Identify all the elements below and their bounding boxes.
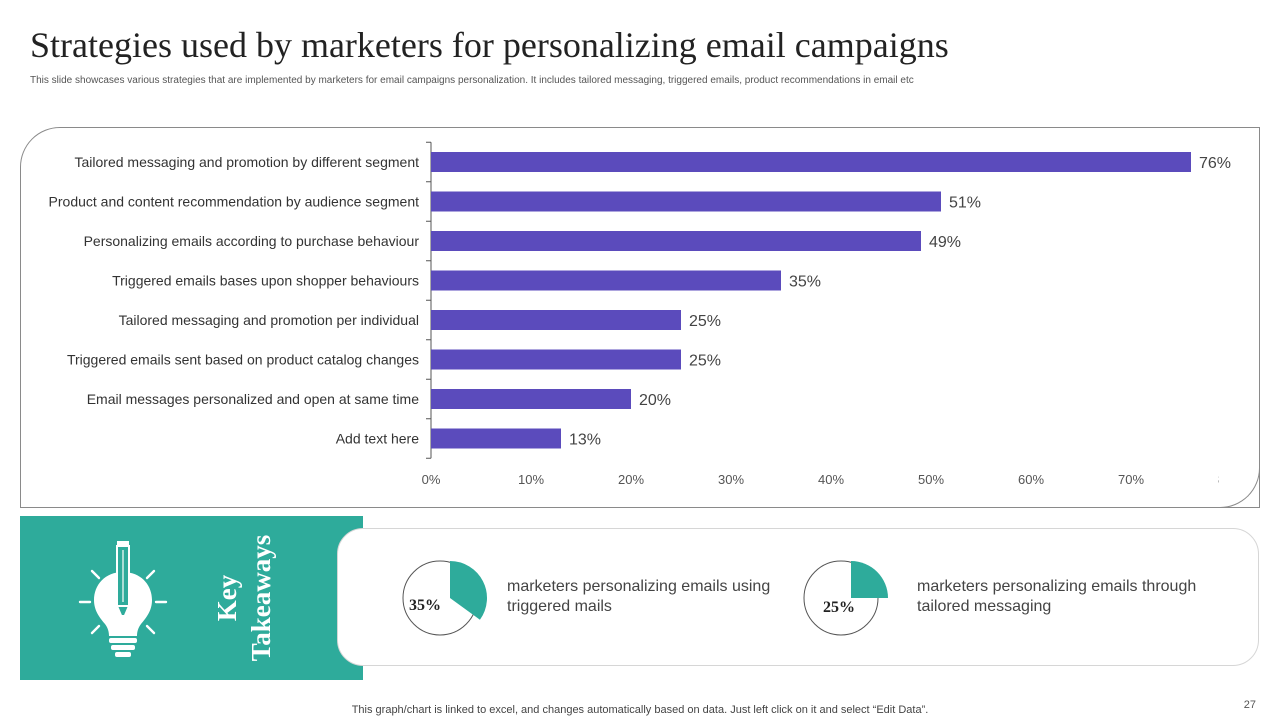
footer-note: This graph/chart is linked to excel, and… — [351, 704, 929, 716]
pie-2-slice — [851, 561, 888, 598]
x-tick-label: 20% — [618, 472, 644, 487]
data-label: 76% — [1199, 155, 1231, 172]
x-tick-label: 10% — [518, 472, 544, 487]
key-takeaways-banner — [20, 516, 363, 680]
takeaway-1-text: marketers personalizing emails using tri… — [507, 578, 771, 615]
takeaway-2-text: marketers personalizing emails through t… — [917, 578, 1197, 615]
key-takeaways-line2: Takeaways — [246, 534, 276, 662]
key-takeaways-line1: Key — [212, 574, 242, 622]
x-tick-label: 40% — [818, 472, 844, 487]
bar[interactable] — [431, 428, 561, 449]
category-label: Triggered emails bases upon shopper beha… — [112, 273, 419, 289]
pie-1-slice — [450, 561, 487, 620]
data-label: 49% — [929, 234, 961, 251]
slide-subtitle: This slide showcases various strategies … — [30, 75, 914, 86]
x-tick-label: 50% — [918, 472, 944, 487]
takeaway-pie-2 — [803, 560, 888, 636]
bar-chart[interactable]: Tailored messaging and promotion by diff… — [21, 128, 1261, 509]
bar[interactable] — [431, 270, 781, 291]
category-label: Triggered emails sent based on product c… — [67, 352, 419, 368]
category-label: Tailored messaging and promotion by diff… — [75, 154, 420, 170]
pie-1-value: 35% — [409, 597, 441, 614]
category-label: Add text here — [336, 431, 419, 447]
takeaways-panel — [337, 528, 1259, 666]
bar[interactable] — [431, 310, 681, 330]
data-label: 25% — [689, 353, 721, 370]
x-tick-label: 80% — [1218, 472, 1244, 487]
category-label: Tailored messaging and promotion per ind… — [119, 312, 419, 328]
data-label: 51% — [949, 195, 981, 212]
slide-title: Strategies used by marketers for persona… — [30, 25, 949, 65]
bar[interactable] — [431, 152, 1191, 172]
bar[interactable] — [431, 231, 921, 251]
category-label: Email messages personalized and open at … — [87, 391, 420, 407]
category-label: Personalizing emails according to purcha… — [84, 233, 420, 249]
bar[interactable] — [431, 389, 631, 409]
takeaway-pie-1 — [402, 560, 487, 636]
page-number: 27 — [1243, 699, 1256, 711]
x-tick-label: 0% — [422, 472, 441, 487]
pie-2-value: 25% — [823, 599, 855, 616]
data-label: 35% — [789, 274, 821, 291]
x-tick-label: 70% — [1118, 472, 1144, 487]
data-label: 25% — [689, 313, 721, 330]
x-tick-label: 60% — [1018, 472, 1044, 487]
lightbulb-pencil-icon — [78, 541, 168, 657]
data-label: 13% — [569, 432, 601, 449]
x-tick-label: 30% — [718, 472, 744, 487]
chart-panel[interactable]: Tailored messaging and promotion by diff… — [20, 127, 1260, 508]
category-label: Product and content recommendation by au… — [49, 194, 420, 210]
data-label: 20% — [639, 392, 671, 409]
key-takeaways-title: Key Takeaways — [212, 535, 276, 662]
bar[interactable] — [431, 191, 941, 212]
bar[interactable] — [431, 349, 681, 370]
